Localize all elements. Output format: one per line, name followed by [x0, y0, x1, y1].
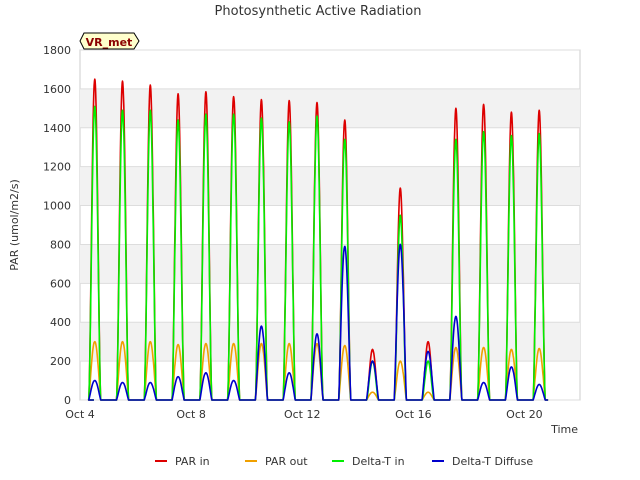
- y-tick-label: 1400: [43, 122, 71, 135]
- y-tick-label: 1800: [43, 44, 71, 57]
- x-tick-label: Oct 8: [176, 408, 206, 421]
- series-line-1: [87, 340, 549, 401]
- badge-text: VR_met: [86, 36, 133, 49]
- y-tick-label: 800: [50, 238, 71, 251]
- badge-shape: [79, 32, 140, 50]
- series-line-3: [87, 243, 549, 401]
- series-lines: [87, 78, 549, 401]
- station-badge: VR_met: [79, 32, 140, 50]
- legend-label: PAR out: [265, 455, 308, 468]
- y-axis-label: PAR (umol/m2/s): [8, 179, 21, 271]
- grid-band: [80, 88, 580, 128]
- x-tick-label: Oct 16: [395, 408, 432, 421]
- legend-label: PAR in: [175, 455, 210, 468]
- x-tick-label: Oct 20: [506, 408, 543, 421]
- y-tick-label: 1600: [43, 83, 71, 96]
- grid-band: [80, 166, 580, 206]
- y-tick-label: 1200: [43, 161, 71, 174]
- series-line-2: [87, 105, 549, 401]
- grid-bands: [80, 88, 580, 362]
- chart-title: Photosynthetic Active Radiation: [215, 4, 422, 19]
- legend-label: Delta-T Diffuse: [452, 455, 533, 468]
- grid-band: [80, 244, 580, 284]
- x-axis-label: Time: [550, 423, 578, 436]
- y-tick-label: 0: [64, 394, 71, 407]
- y-tick-label: 600: [50, 277, 71, 290]
- y-tick-labels: 0 200 400 600 800 1000 1200 1400 1600 1800: [43, 44, 71, 407]
- y-tick-label: 1000: [43, 200, 71, 213]
- grid-band: [80, 322, 580, 362]
- x-tick-label: Oct 4: [65, 408, 95, 421]
- legend-label: Delta-T in: [352, 455, 405, 468]
- x-tick-labels: Oct 4 Oct 8 Oct 12 Oct 16 Oct 20: [65, 408, 542, 421]
- y-tick-label: 200: [50, 355, 71, 368]
- y-tick-label: 400: [50, 316, 71, 329]
- x-tick-label: Oct 12: [284, 408, 321, 421]
- legend: PAR in PAR out Delta-T in Delta-T Diffuse: [155, 455, 533, 468]
